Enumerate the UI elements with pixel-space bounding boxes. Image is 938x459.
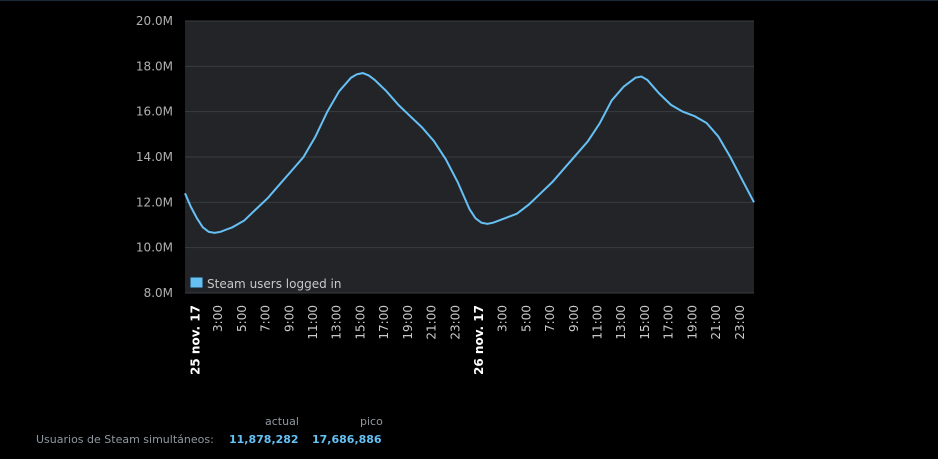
x-tick-label: 15:00: [353, 305, 367, 340]
y-tick-label: 18.0M: [136, 59, 173, 73]
peak-users-value: 17,686,886: [312, 433, 382, 446]
y-tick-label: 16.0M: [136, 105, 173, 119]
series-line-steam-users: [184, 72, 755, 234]
x-tick-label: 9:00: [282, 305, 296, 332]
concurrent-users-label: Usuarios de Steam simultáneos:: [36, 433, 214, 446]
x-tick-label: 13:00: [330, 305, 344, 340]
x-tick-label: 17:00: [377, 305, 391, 340]
x-date-label: 25 nov. 17: [189, 305, 203, 375]
x-tick-label: 17:00: [662, 305, 676, 340]
x-tick-label: 11:00: [591, 305, 605, 340]
x-tick-label: 5:00: [235, 305, 249, 332]
x-date-label: 26 nov. 17: [472, 305, 486, 375]
legend-swatch: [189, 276, 204, 289]
y-axis: 20.0M 18.0M 16.0M 14.0M 12.0M 10.0M 8.0M: [136, 14, 173, 300]
x-tick-label: 19:00: [685, 305, 699, 340]
grid-lines: [185, 20, 754, 294]
x-tick-label: 7:00: [259, 305, 273, 332]
x-tick-label: 13:00: [614, 305, 628, 340]
peak-header: pico: [360, 415, 383, 428]
x-tick-label: 9:00: [567, 305, 581, 332]
x-tick-label: 21:00: [709, 305, 723, 340]
y-tick-label: 10.0M: [136, 241, 173, 255]
x-tick-label: 5:00: [519, 305, 533, 332]
top-border: [0, 0, 938, 1]
x-tick-label: 3:00: [496, 305, 510, 332]
legend-label: Steam users logged in: [207, 277, 341, 291]
x-tick-label: 15:00: [638, 305, 652, 340]
x-tick-label: 23:00: [733, 305, 747, 340]
y-tick-label: 12.0M: [136, 195, 173, 209]
x-axis: 25 nov. 17 3:00 5:00 7:00 9:00 11:00 13:00 15:0…: [189, 305, 747, 375]
y-tick-label: 14.0M: [136, 150, 173, 164]
x-tick-label: 7:00: [543, 305, 557, 332]
current-users-value: 11,878,282: [229, 433, 299, 446]
steam-users-chart: 20.0M 18.0M 16.0M 14.0M 12.0M 10.0M 8.0M 25 no…: [136, 14, 755, 375]
y-tick-label: 8.0M: [144, 286, 173, 300]
x-tick-label: 21:00: [425, 305, 439, 340]
legend[interactable]: Steam users logged in: [189, 276, 341, 291]
current-header: actual: [265, 415, 299, 428]
x-tick-label: 3:00: [211, 305, 225, 332]
x-tick-label: 23:00: [448, 305, 462, 340]
x-tick-label: 19:00: [401, 305, 415, 340]
x-tick-label: 11:00: [306, 305, 320, 340]
y-tick-label: 20.0M: [136, 14, 173, 28]
